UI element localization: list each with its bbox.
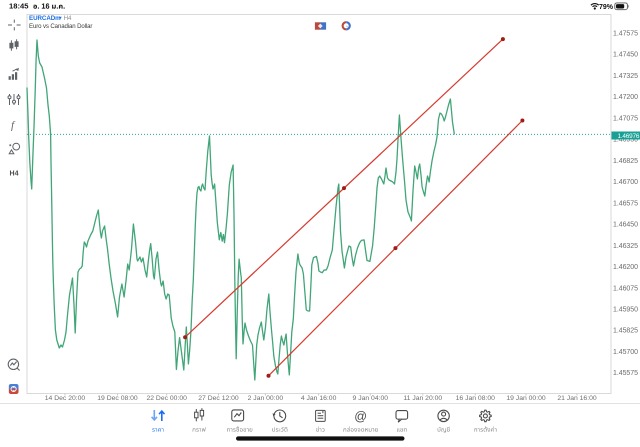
svg-text:f: f	[11, 120, 16, 132]
svg-text:1.47200: 1.47200	[613, 94, 638, 101]
svg-text:27 Dec 12:00: 27 Dec 12:00	[198, 395, 239, 402]
svg-text:1.47450: 1.47450	[613, 52, 638, 59]
svg-text:14 Dec 20:00: 14 Dec 20:00	[45, 395, 86, 402]
svg-text:1.46575: 1.46575	[613, 200, 638, 207]
svg-text:22 Dec 00:00: 22 Dec 00:00	[146, 395, 187, 402]
svg-text:11 Jan 20:00: 11 Jan 20:00	[403, 395, 442, 402]
svg-text:@: @	[354, 409, 367, 423]
svg-text:2 Jan 00:00: 2 Jan 00:00	[248, 395, 284, 402]
svg-text:1.46075: 1.46075	[613, 285, 638, 292]
svg-text:1.45825: 1.45825	[613, 328, 638, 335]
svg-text:1.47575: 1.47575	[613, 31, 638, 38]
svg-text:1.45950: 1.45950	[613, 307, 638, 314]
svg-text:19 Dec 08:00: 19 Dec 08:00	[97, 395, 138, 402]
svg-text:1.46200: 1.46200	[613, 264, 638, 271]
svg-text:H4: H4	[10, 170, 19, 177]
svg-text:1.46700: 1.46700	[613, 179, 638, 186]
svg-text:EURCADm: EURCADm	[29, 15, 61, 22]
svg-text:1.45575: 1.45575	[613, 370, 638, 377]
svg-text:9 Jan 04:00: 9 Jan 04:00	[353, 395, 389, 402]
svg-text:21 Jan 16:00: 21 Jan 16:00	[557, 395, 597, 402]
svg-text:1.46950: 1.46950	[613, 137, 638, 144]
svg-text:1.46976: 1.46976	[618, 133, 640, 140]
svg-text:1.46325: 1.46325	[613, 243, 638, 250]
svg-text:79%: 79%	[599, 4, 614, 11]
svg-text:1.46825: 1.46825	[613, 158, 638, 165]
svg-text:1.46450: 1.46450	[613, 222, 638, 229]
svg-text:18:45: 18:45	[9, 2, 29, 11]
svg-text:Euro vs Canadian Dollar: Euro vs Canadian Dollar	[29, 23, 92, 30]
svg-text:H4: H4	[64, 15, 72, 22]
svg-text:4 Jan 16:00: 4 Jan 16:00	[301, 395, 337, 402]
svg-text:1.45700: 1.45700	[613, 349, 638, 356]
svg-text:16 Jan 08:00: 16 Jan 08:00	[456, 395, 496, 402]
svg-text:19 Jan 00:00: 19 Jan 00:00	[506, 395, 546, 402]
svg-text:1.47075: 1.47075	[613, 115, 638, 122]
svg-text:1.47325: 1.47325	[613, 73, 638, 80]
